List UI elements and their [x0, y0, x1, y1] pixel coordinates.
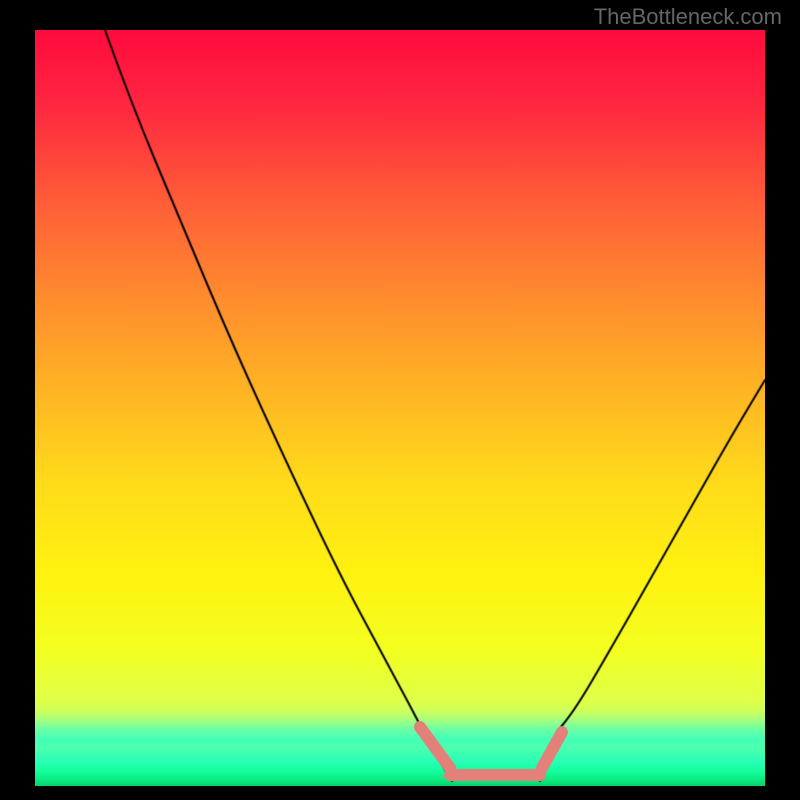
chart-border-right: [765, 0, 800, 800]
watermark-text: TheBottleneck.com: [594, 4, 782, 30]
chart-border-left: [0, 0, 35, 800]
highlight-segment: [444, 769, 546, 781]
plot-background-gradient: [35, 30, 765, 786]
chart-border-bottom: [0, 786, 800, 800]
chart-container: { "meta": { "watermark": "TheBottleneck.…: [0, 0, 800, 800]
